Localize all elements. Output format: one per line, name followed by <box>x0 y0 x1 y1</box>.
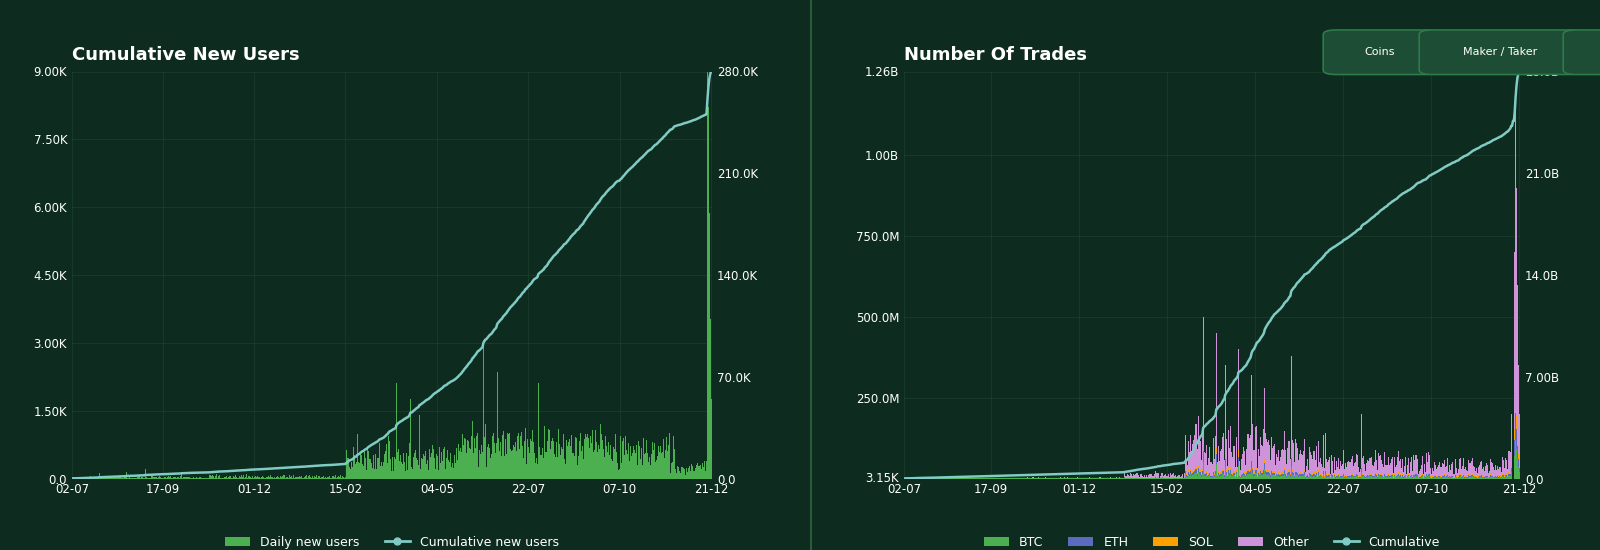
Text: Coins: Coins <box>1365 47 1395 57</box>
Text: Cumulative New Users: Cumulative New Users <box>72 46 299 64</box>
Legend: BTC, ETH, SOL, Other, Cumulative: BTC, ETH, SOL, Other, Cumulative <box>979 531 1445 550</box>
Text: Number Of Trades: Number Of Trades <box>904 46 1086 64</box>
Text: Maker / Taker: Maker / Taker <box>1462 47 1538 57</box>
Legend: Daily new users, Cumulative new users: Daily new users, Cumulative new users <box>221 531 563 550</box>
